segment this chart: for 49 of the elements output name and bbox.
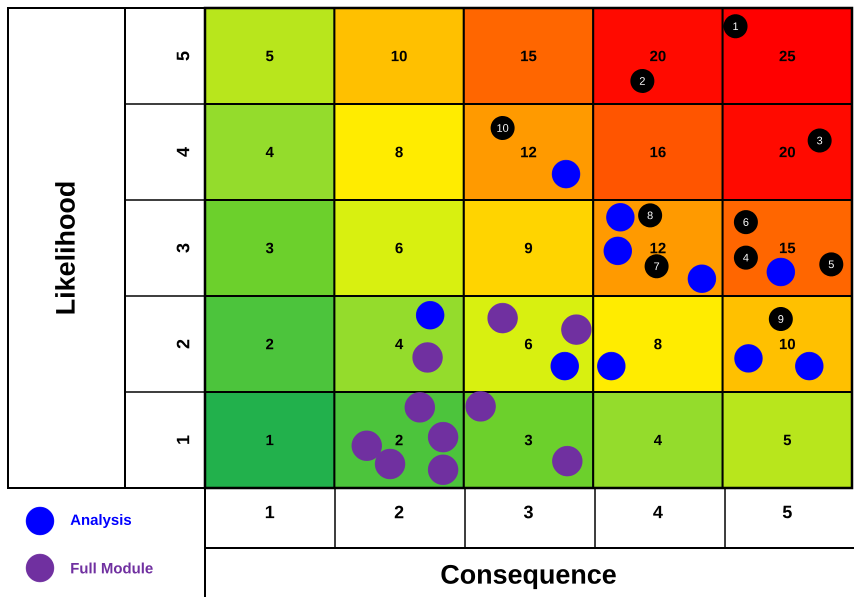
annotation: 3 <box>817 136 822 144</box>
data-label: 6 <box>524 338 532 350</box>
data-label: 4 <box>395 338 404 350</box>
data-label: 5 <box>266 50 274 62</box>
data-label: 15 <box>521 50 536 62</box>
y-tick-label: 3 <box>176 244 190 253</box>
annotation: 6 <box>743 218 748 226</box>
x-tick-label: 5 <box>782 506 792 518</box>
x-tick-label: 1 <box>266 506 274 518</box>
annotation: 7 <box>654 262 660 270</box>
x-tick-label: 4 <box>653 506 663 518</box>
data-label: 20 <box>650 50 666 62</box>
x-tick-label: 2 <box>394 506 404 518</box>
data-label: 9 <box>524 242 532 254</box>
data-label: 2 <box>395 434 403 446</box>
annotation: 5 <box>828 260 834 268</box>
y-tick-label: 1 <box>176 436 190 444</box>
data-label: 15 <box>780 242 796 254</box>
legend-label: Analysis <box>70 514 132 528</box>
data-label: 10 <box>780 338 795 350</box>
data-label: 3 <box>266 242 274 254</box>
y-tick-label: 2 <box>176 340 190 348</box>
y-tick-label: 5 <box>176 52 190 60</box>
data-label: 6 <box>395 242 403 254</box>
data-label: 20 <box>780 146 795 158</box>
y-tick-label: 4 <box>176 147 190 157</box>
x-tick-label: 3 <box>524 506 533 518</box>
annotation: 2 <box>640 77 645 85</box>
data-label: 12 <box>521 146 536 158</box>
legend-label: Full Module <box>71 562 153 574</box>
data-label: 1 <box>266 434 274 446</box>
data-label: 3 <box>524 434 532 446</box>
annotation: 10 <box>497 124 508 132</box>
annotation: 4 <box>743 254 749 262</box>
data-label: 25 <box>780 50 796 62</box>
y-axis-title: Likelihood <box>55 182 75 314</box>
data-label: 10 <box>392 50 407 62</box>
data-label: 4 <box>654 434 662 446</box>
x-axis-title: Consequence <box>441 564 616 590</box>
data-label: 8 <box>654 338 662 350</box>
data-label: 5 <box>784 434 792 446</box>
data-label: 4 <box>266 146 274 158</box>
data-label: 16 <box>650 146 666 158</box>
data-label: 8 <box>395 146 403 158</box>
data-label: 12 <box>650 242 666 254</box>
data-label: 2 <box>266 338 274 350</box>
annotation: 8 <box>648 211 653 220</box>
annotation: 9 <box>778 315 784 323</box>
annotation: 1 <box>733 22 738 30</box>
